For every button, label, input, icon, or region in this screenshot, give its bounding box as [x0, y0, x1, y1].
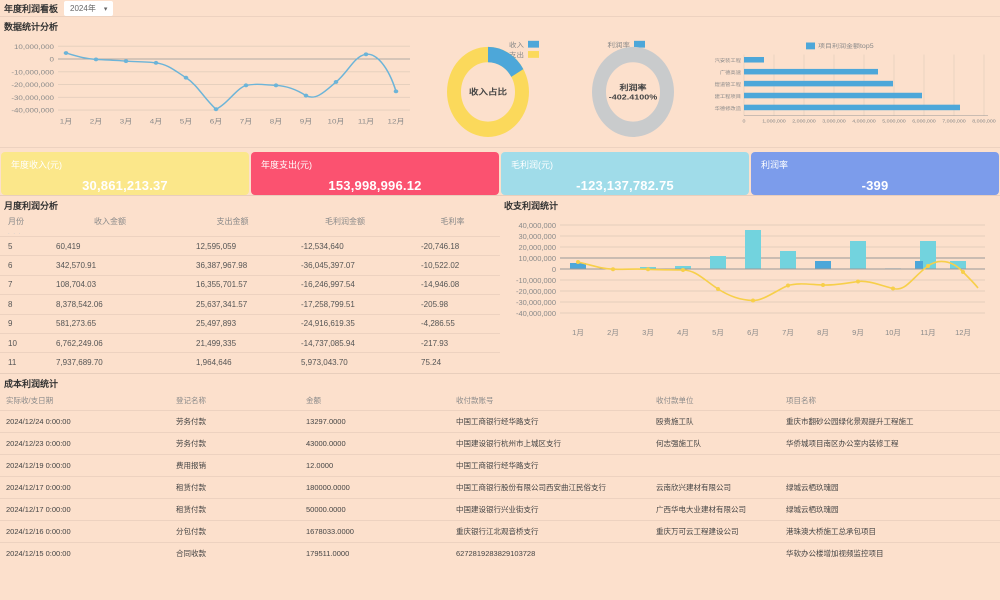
svg-text:-40,000,000: -40,000,000 — [11, 106, 54, 114]
svg-text:煌道管工程: 煌道管工程 — [715, 81, 742, 87]
svg-text:1,000,000: 1,000,000 — [762, 119, 786, 125]
svg-text:广德高速: 广德高速 — [720, 69, 741, 75]
svg-text:10,000,000: 10,000,000 — [518, 254, 556, 263]
svg-text:3月: 3月 — [642, 328, 654, 337]
svg-text:0: 0 — [552, 265, 556, 274]
svg-text:利润率: 利润率 — [620, 83, 648, 92]
svg-text:1月: 1月 — [60, 117, 72, 125]
svg-text:利润率: 利润率 — [608, 40, 631, 48]
svg-text:40,000,000: 40,000,000 — [518, 221, 556, 230]
svg-text:9月: 9月 — [300, 117, 312, 125]
svg-text:6月: 6月 — [747, 328, 759, 337]
svg-text:12月: 12月 — [955, 328, 971, 337]
svg-text:9月: 9月 — [852, 328, 864, 337]
svg-text:2月: 2月 — [607, 328, 619, 337]
svg-text:2月: 2月 — [90, 117, 102, 125]
svg-text:4月: 4月 — [677, 328, 689, 337]
svg-text:7,000,000: 7,000,000 — [942, 119, 966, 125]
svg-text:5,000,000: 5,000,000 — [882, 119, 906, 125]
svg-text:10月: 10月 — [328, 117, 345, 125]
svg-text:3,000,000: 3,000,000 — [822, 119, 846, 125]
svg-text:-10,000,000: -10,000,000 — [516, 276, 556, 285]
svg-text:2,000,000: 2,000,000 — [792, 119, 816, 125]
svg-text:12月: 12月 — [388, 117, 405, 125]
svg-text:7月: 7月 — [782, 328, 794, 337]
svg-text:6,000,000: 6,000,000 — [912, 119, 936, 125]
svg-text:-20,000,000: -20,000,000 — [11, 81, 54, 89]
svg-text:5月: 5月 — [712, 328, 724, 337]
svg-text:-30,000,000: -30,000,000 — [11, 93, 54, 101]
svg-text:1月: 1月 — [572, 328, 584, 337]
svg-text:-40,000,000: -40,000,000 — [516, 309, 556, 318]
svg-text:4月: 4月 — [150, 117, 162, 125]
svg-text:3月: 3月 — [120, 117, 132, 125]
svg-text:0: 0 — [743, 119, 746, 125]
svg-text:6月: 6月 — [210, 117, 222, 125]
svg-text:8,000,000: 8,000,000 — [972, 119, 996, 125]
svg-text:20,000,000: 20,000,000 — [518, 243, 556, 252]
svg-text:收入: 收入 — [509, 40, 524, 48]
svg-text:7月: 7月 — [240, 117, 252, 125]
svg-text:8月: 8月 — [270, 117, 282, 125]
svg-text:11月: 11月 — [920, 328, 935, 337]
svg-text:项目利润金额top5: 项目利润金额top5 — [818, 42, 874, 50]
svg-text:11月: 11月 — [358, 117, 374, 125]
svg-text:10月: 10月 — [885, 328, 901, 337]
svg-text:华德修改造: 华德修改造 — [715, 105, 742, 111]
svg-text:收入占比: 收入占比 — [469, 86, 507, 96]
svg-text:-10,000,000: -10,000,000 — [11, 68, 54, 76]
svg-text:汽安装工程: 汽安装工程 — [715, 58, 742, 64]
svg-text:30,000,000: 30,000,000 — [518, 232, 556, 241]
svg-text:0: 0 — [50, 55, 54, 63]
svg-text:10,000,000: 10,000,000 — [14, 42, 54, 50]
svg-text:8月: 8月 — [817, 328, 829, 337]
svg-text:5月: 5月 — [180, 117, 192, 125]
svg-text:建工程项目: 建工程项目 — [715, 93, 742, 99]
svg-text:-20,000,000: -20,000,000 — [516, 287, 556, 296]
svg-text:4,000,000: 4,000,000 — [852, 119, 876, 125]
svg-text:-402.4100%: -402.4100% — [609, 92, 658, 101]
svg-text:-30,000,000: -30,000,000 — [516, 298, 556, 307]
